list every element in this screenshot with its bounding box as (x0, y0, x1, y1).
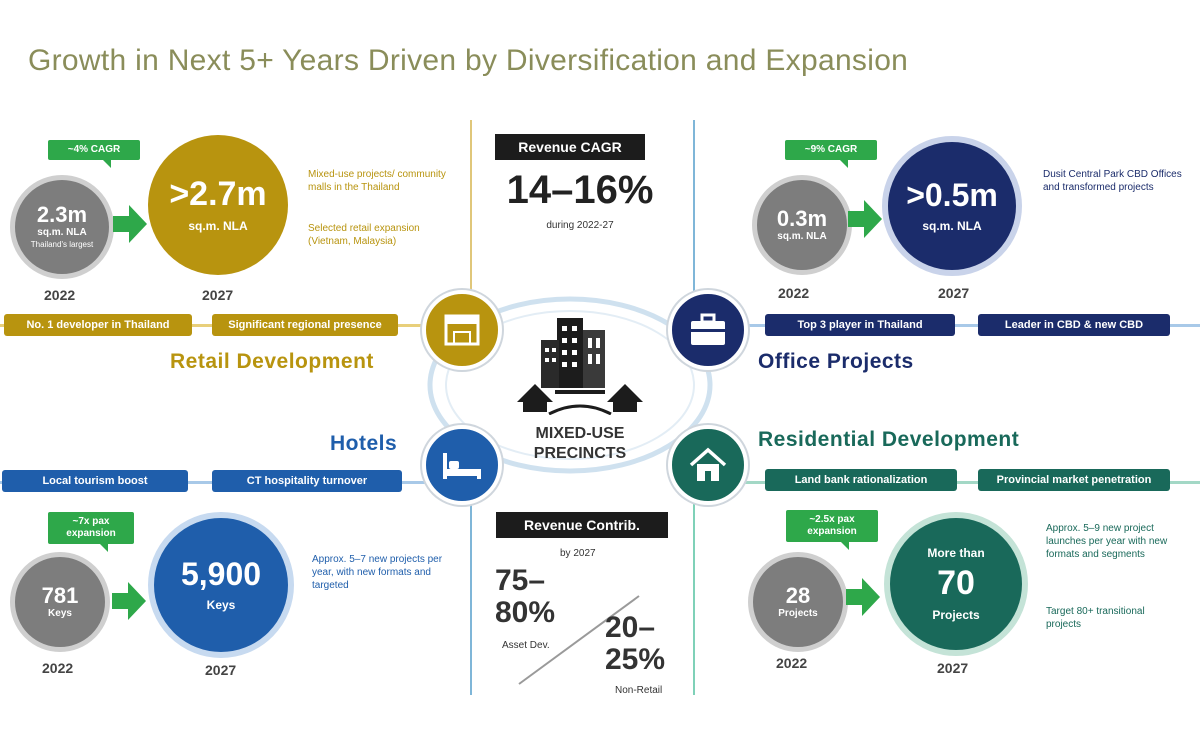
hotels-to-circle: 5,900 Keys (148, 512, 294, 658)
office-cagr-badge: ~9% CAGR (785, 140, 877, 168)
residential-note-2: Target 80+ transitional projects (1046, 606, 1145, 630)
hotels-to-year: 2027 (205, 662, 237, 678)
hotels-pill-2: CT hospitality turnover (212, 470, 402, 492)
mall-icon (444, 314, 480, 346)
revenue-cagr-value: 14–16% (506, 168, 654, 212)
office-to-circle: >0.5m sq.m. NLA (882, 136, 1022, 276)
residential-icon-circle (668, 425, 748, 505)
retail-arrow-icon (113, 205, 147, 243)
revenue-contrib-sub: by 2027 (560, 548, 596, 559)
revenue-contrib-left-value: 75–80% (495, 564, 556, 629)
retail-from-value: 2.3m (36, 202, 88, 227)
residential-title: Residential Development (758, 428, 1020, 451)
hotels-title: Hotels (330, 432, 398, 455)
office-from-circle: 0.3m sq.m. NLA (752, 175, 852, 275)
residential-pill-1: Land bank rationalization (765, 469, 957, 491)
hotels-pill-1: Local tourism boost (2, 470, 188, 492)
retail-pill-2: Significant regional presence (212, 314, 398, 336)
page-title: Growth in Next 5+ Years Driven by Divers… (28, 44, 909, 77)
retail-to-unit: sq.m. NLA (188, 219, 248, 233)
office-icon-circle (668, 290, 748, 370)
center-label-line1: MIXED-USE (535, 425, 625, 442)
retail-from-circle: 2.3m sq.m. NLA Thailand's largest (10, 175, 114, 279)
revenue-contrib-heading: Revenue Contrib. (496, 512, 668, 538)
center-label-line2: PRECINCTS (533, 445, 627, 462)
residential-from-circle: 28 Projects (748, 552, 848, 652)
hotels-note: Approx. 5–7 new projects per year, with … (312, 554, 443, 591)
revenue-cagr-sub: during 2022-27 (546, 220, 614, 231)
hotels-from-circle: 781 Keys (10, 552, 110, 652)
office-to-value: >0.5m (906, 177, 998, 213)
retail-icon-circle (422, 290, 502, 370)
retail-from-year: 2022 (44, 287, 76, 303)
residential-from-year: 2022 (776, 655, 808, 671)
retail-note-1: Mixed-use projects/ community malls in t… (308, 169, 446, 193)
hotels-to-unit: Keys (206, 598, 236, 612)
hotels-from-year: 2022 (42, 660, 74, 676)
office-pill-1: Top 3 player in Thailand (765, 314, 955, 336)
office-to-year: 2027 (938, 285, 970, 301)
retail-from-sub: Thailand's largest (30, 240, 94, 249)
bed-icon (443, 453, 481, 479)
retail-note-2: Selected retail expansion (Vietnam, Mala… (308, 223, 420, 247)
retail-to-value: >2.7m (169, 175, 267, 213)
hotels-from-unit: Keys (48, 608, 72, 619)
retail-pill-1: No. 1 developer in Thailand (4, 314, 192, 336)
residential-pill-2: Provincial market penetration (978, 469, 1170, 491)
revenue-contrib-divider (518, 595, 640, 685)
office-from-unit: sq.m. NLA (777, 231, 827, 242)
divider-vertical-left-bottom (470, 480, 472, 695)
residential-arrow-icon (846, 578, 880, 616)
office-pill-2: Leader in CBD & new CBD (978, 314, 1170, 336)
retail-cagr-badge: ~4% CAGR (48, 140, 140, 168)
residential-to-year: 2027 (937, 660, 969, 676)
revenue-contrib-right-label: Non-Retail (615, 685, 663, 696)
hotels-to-value: 5,900 (180, 556, 262, 592)
office-title: Office Projects (758, 350, 914, 373)
office-from-value: 0.3m (776, 206, 828, 231)
retail-title: Retail Development (170, 350, 374, 373)
buildings-icon (517, 318, 643, 415)
residential-to-value: 70 (937, 564, 975, 602)
retail-from-unit: sq.m. NLA (37, 227, 87, 238)
divider-vertical-right (693, 120, 695, 310)
hotels-from-value: 781 (41, 583, 79, 608)
retail-to-year: 2027 (202, 287, 234, 303)
residential-from-value: 28 (785, 583, 811, 608)
residential-to-unit: Projects (932, 608, 980, 622)
house-icon (689, 447, 727, 481)
office-to-unit: sq.m. NLA (922, 219, 982, 233)
office-from-year: 2022 (778, 285, 810, 301)
hotels-cagr-badge: ~7x pax expansion (48, 512, 134, 552)
briefcase-icon (691, 313, 725, 345)
revenue-contrib-left-label: Asset Dev. (502, 640, 550, 651)
revenue-contrib-right-value: 20–25% (605, 611, 666, 676)
office-arrow-icon (848, 200, 882, 238)
residential-cagr-badge: ~2.5x pax expansion (786, 510, 878, 550)
residential-from-unit: Projects (778, 608, 818, 619)
hotels-icon-circle (422, 425, 502, 505)
office-note: Dusit Central Park CBD Offices and trans… (1043, 169, 1182, 193)
hotels-arrow-icon (112, 582, 146, 620)
residential-to-pre: More than (927, 546, 985, 560)
residential-to-circle: More than 70 Projects (884, 512, 1028, 656)
retail-to-circle: >2.7m sq.m. NLA (148, 135, 288, 275)
revenue-cagr-heading: Revenue CAGR (495, 134, 645, 160)
divider-vertical-left (470, 120, 472, 310)
divider-vertical-right-bottom (693, 480, 695, 695)
residential-note-1: Approx. 5–9 new project launches per yea… (1046, 523, 1168, 560)
